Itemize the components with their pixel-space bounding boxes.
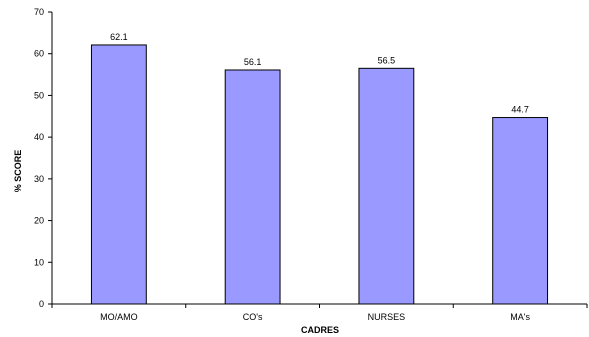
y-tick-label: 30 (34, 174, 44, 184)
x-tick-label: NURSES (368, 312, 406, 322)
y-axis: 0 10 20 30 40 50 60 70 (34, 7, 53, 309)
y-tick-label: 70 (34, 7, 44, 17)
data-label: 56.5 (378, 55, 396, 65)
x-tick-label: CO's (243, 312, 263, 322)
x-axis: MO/AMO CO's NURSES MA's (51, 303, 588, 322)
x-tick-label: MO/AMO (100, 312, 138, 322)
data-label: 62.1 (110, 32, 128, 42)
bar (358, 67, 415, 305)
x-axis-title: CADRES (301, 325, 339, 335)
y-tick-label: 40 (34, 132, 44, 142)
bar (90, 44, 147, 305)
x-tick-label: MA's (510, 312, 530, 322)
data-label: 56.1 (244, 57, 262, 67)
y-axis-title: % SCORE (13, 150, 23, 193)
bars (90, 44, 549, 305)
y-tick-label: 20 (34, 216, 44, 226)
bar (224, 69, 281, 305)
y-tick-label: 60 (34, 49, 44, 59)
data-label: 44.7 (511, 105, 529, 115)
y-tick-label: 10 (34, 257, 44, 267)
y-tick-label: 50 (34, 90, 44, 100)
data-labels: 62.1 56.1 56.5 44.7 (110, 32, 529, 115)
bar (492, 117, 549, 305)
y-tick-label: 0 (39, 299, 44, 309)
